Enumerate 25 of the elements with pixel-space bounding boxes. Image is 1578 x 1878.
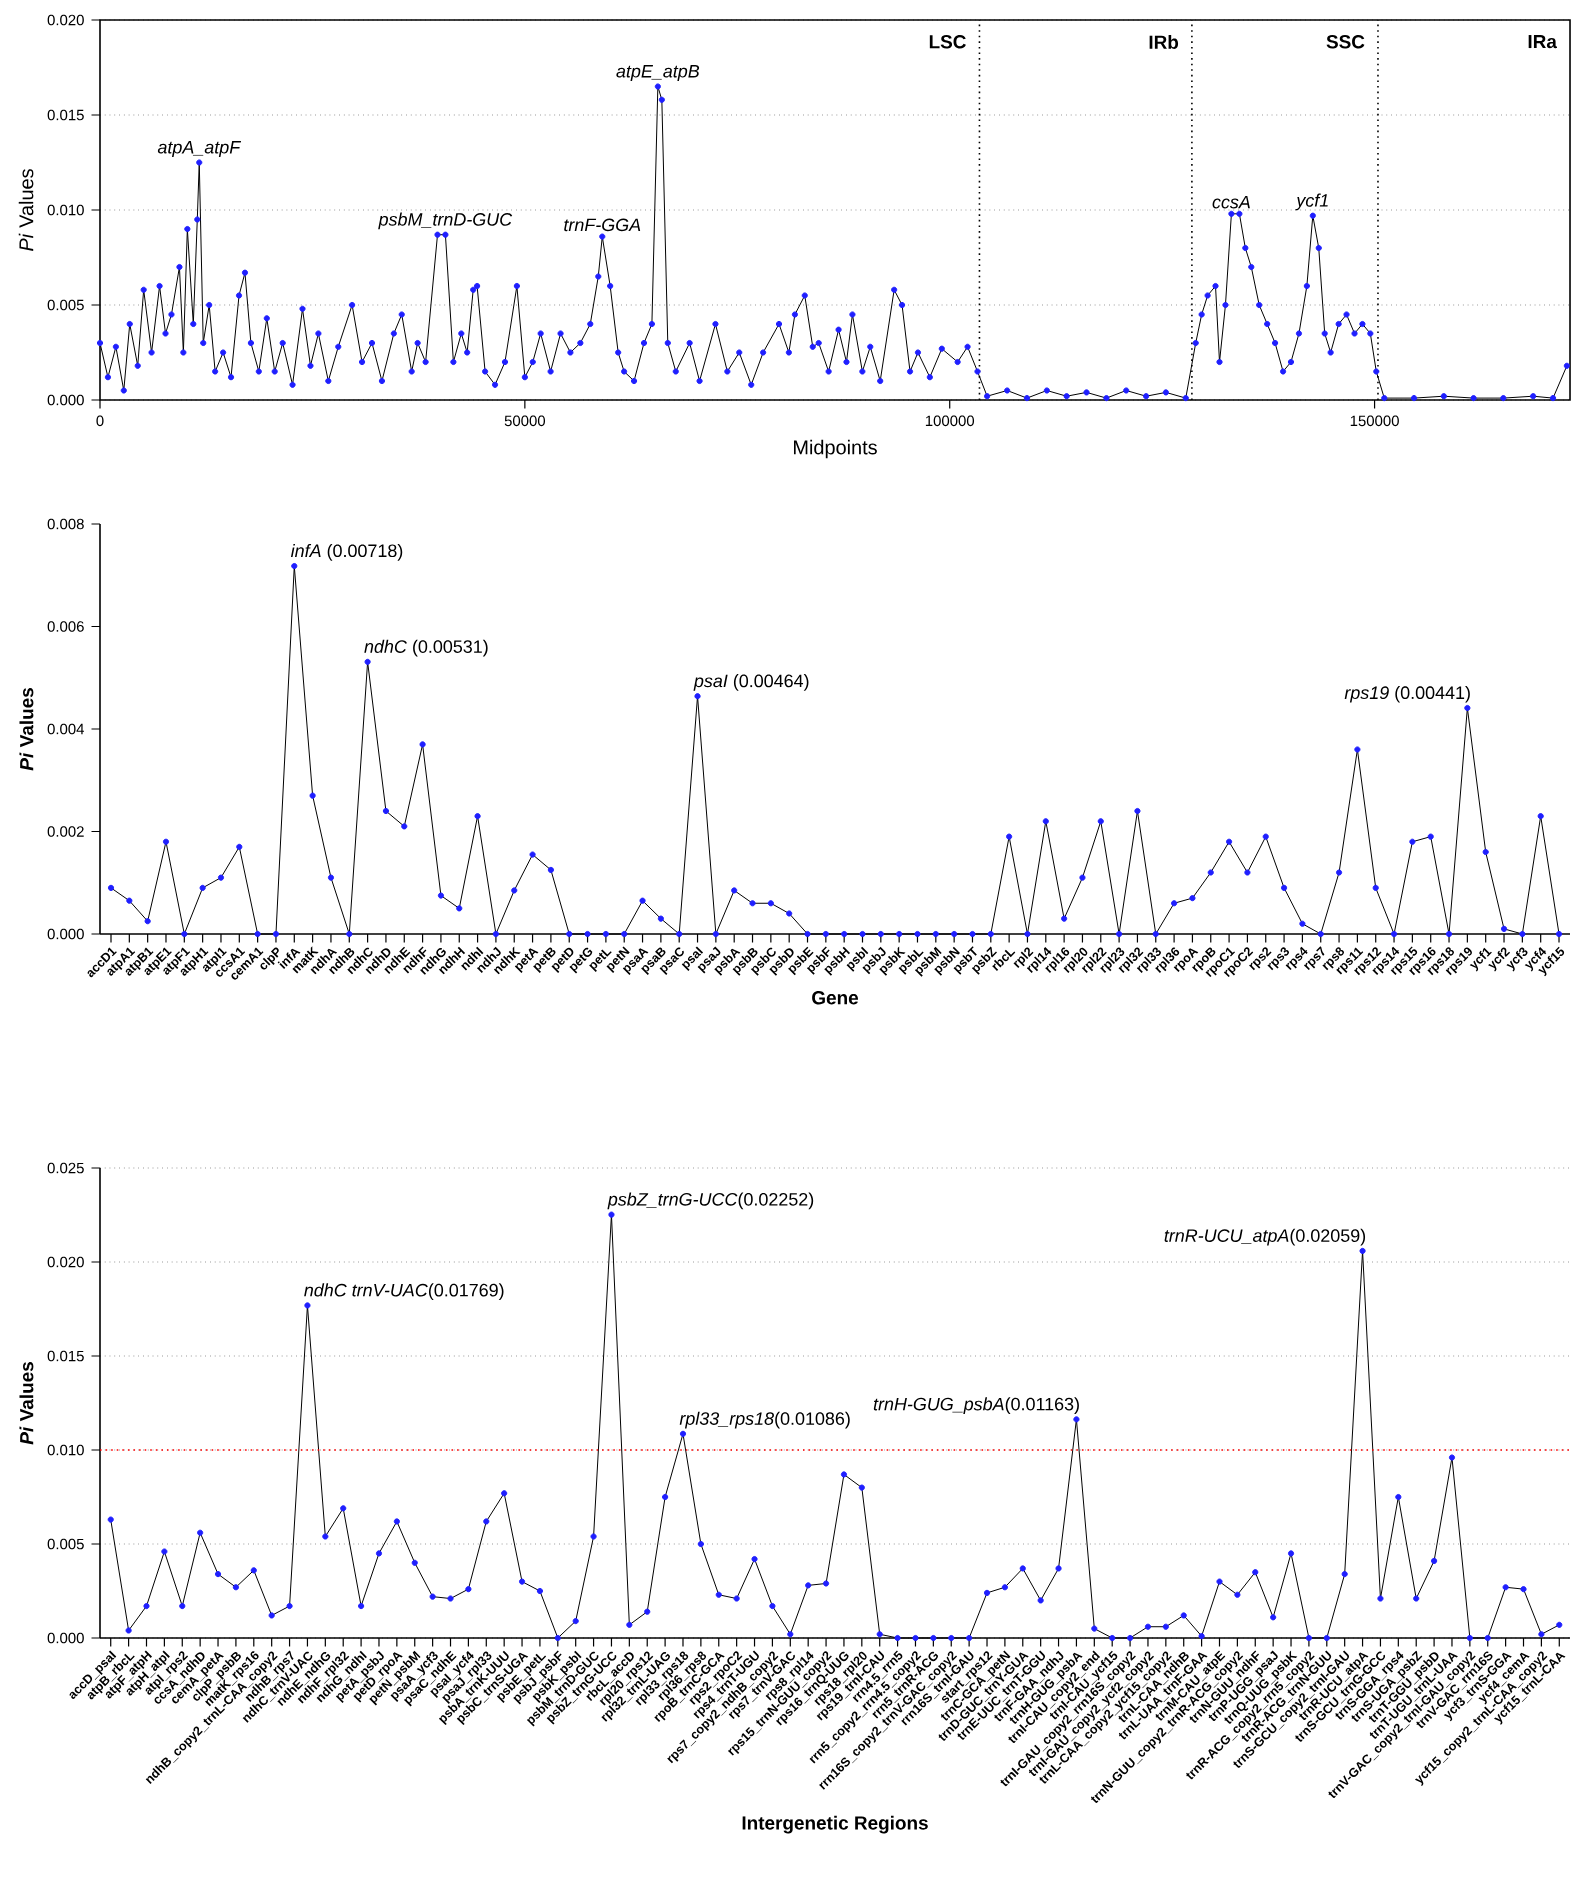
annotation: IRb — [1149, 35, 1179, 49]
x-axis-title: Midpoints — [793, 439, 877, 459]
annotation: trnR-UCU_atpA(0.02059) — [1164, 1228, 1366, 1246]
annotation: SSC — [1326, 35, 1365, 49]
annotation: infA (0.00718) — [290, 543, 403, 561]
y-axis-title: Pi Values — [19, 688, 34, 771]
annotation: psbZ_trnG-UCC(0.02252) — [607, 1192, 814, 1210]
y-axis-title: Pi Values — [19, 1362, 34, 1445]
annotation: IRa — [1528, 35, 1557, 49]
annotation: ycf1 — [1295, 193, 1328, 211]
annotation: trnF-GGA — [564, 218, 641, 232]
annotation: ccsA — [1212, 195, 1250, 209]
annotation: psbM_trnD-GUC — [378, 212, 513, 230]
annotation: trnH-GUG_psbA(0.01163) — [873, 1397, 1079, 1414]
annotation: psaI (0.00464) — [693, 674, 809, 691]
annotation: ndhC (0.00531) — [364, 639, 488, 657]
annotation: atpA_atpF — [157, 141, 242, 158]
annotation: atpE_atpB — [616, 65, 700, 82]
x-axis-title: Gene — [812, 991, 859, 1005]
x-axis-title: Intergenetic Regions — [742, 1815, 928, 1834]
annotation: rpl33_rps18(0.01086) — [679, 1411, 850, 1429]
y-axis-title: Pi Values — [18, 169, 34, 251]
annotation: rps19 (0.00441) — [1344, 685, 1470, 703]
annotation: ndhC trnV-UAC(0.01769) — [304, 1283, 504, 1301]
annotation: LSC — [929, 35, 966, 49]
